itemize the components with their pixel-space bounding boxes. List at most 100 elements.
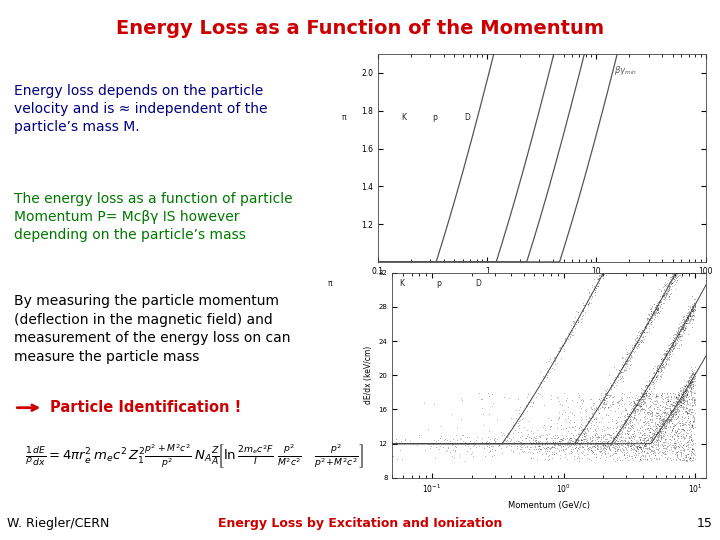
Point (618, 450, 630, 458)
Point (670, 340, 681, 349)
Point (667, 271, 678, 280)
Point (681, 380, 693, 389)
Point (666, 408, 678, 417)
Point (687, 364, 698, 373)
Point (567, 440, 579, 448)
Point (628, 438, 639, 447)
Point (641, 268, 652, 277)
Point (450, 442, 462, 451)
Point (639, 268, 650, 277)
Point (621, 355, 632, 363)
Point (566, 396, 577, 404)
Point (680, 383, 691, 391)
Point (657, 417, 668, 426)
Point (626, 441, 638, 449)
Point (464, 437, 475, 445)
Point (688, 268, 699, 277)
Point (683, 268, 694, 277)
Point (643, 433, 654, 442)
Point (679, 433, 690, 442)
Point (574, 402, 585, 411)
Point (603, 268, 615, 277)
Point (668, 336, 680, 345)
Point (619, 436, 631, 445)
Point (544, 422, 556, 431)
Point (654, 421, 665, 430)
Point (642, 408, 654, 416)
Point (611, 422, 623, 431)
Point (676, 421, 688, 429)
Point (684, 380, 696, 388)
Point (603, 449, 614, 458)
Point (584, 292, 595, 301)
Point (675, 387, 686, 395)
Point (639, 414, 651, 423)
Point (621, 440, 633, 449)
Point (634, 453, 646, 462)
Point (532, 437, 544, 446)
Point (678, 318, 690, 326)
Point (647, 434, 658, 443)
Point (673, 416, 685, 425)
Point (626, 268, 637, 277)
Point (619, 356, 631, 365)
Point (680, 393, 691, 401)
Point (686, 268, 698, 277)
Point (654, 296, 666, 305)
Point (662, 343, 674, 352)
Point (686, 374, 698, 382)
Point (569, 422, 580, 430)
Point (685, 448, 696, 457)
Point (644, 312, 655, 320)
Point (639, 327, 650, 336)
Point (688, 268, 700, 277)
Point (654, 268, 666, 277)
Point (582, 300, 594, 308)
Point (623, 441, 634, 449)
Point (667, 272, 678, 280)
Point (667, 341, 679, 349)
Point (635, 329, 647, 338)
Text: 15: 15 (697, 517, 713, 530)
Point (618, 360, 630, 368)
Point (523, 439, 534, 448)
Point (633, 426, 644, 435)
Point (513, 422, 524, 430)
Point (631, 268, 643, 277)
Point (534, 433, 546, 441)
Point (672, 395, 684, 403)
Point (684, 376, 696, 385)
Point (598, 439, 609, 448)
Point (664, 273, 675, 281)
Point (670, 393, 682, 401)
Point (683, 406, 695, 415)
Point (590, 437, 602, 446)
Point (669, 411, 680, 420)
Point (606, 441, 617, 450)
Point (560, 395, 572, 404)
Point (563, 411, 575, 420)
Point (682, 408, 693, 416)
Point (642, 327, 653, 336)
Point (645, 375, 657, 384)
Point (678, 268, 690, 277)
Point (688, 268, 699, 277)
Point (647, 389, 658, 397)
Point (618, 413, 630, 422)
Point (644, 444, 656, 453)
Point (589, 446, 600, 455)
Point (682, 268, 693, 277)
Point (677, 323, 688, 332)
Point (678, 440, 689, 449)
Point (616, 393, 628, 402)
Point (599, 386, 611, 395)
Point (644, 382, 656, 391)
Point (664, 268, 675, 277)
Point (565, 434, 577, 442)
Point (600, 442, 612, 451)
Point (491, 438, 503, 447)
Point (635, 443, 647, 452)
Point (663, 343, 675, 352)
Point (651, 368, 662, 376)
Point (625, 268, 636, 277)
